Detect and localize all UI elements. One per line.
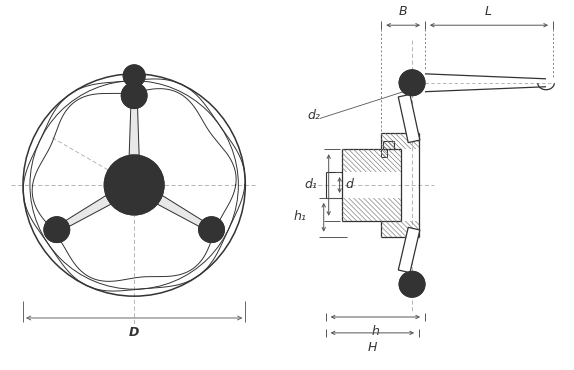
Text: d₁: d₁ xyxy=(305,178,318,192)
Circle shape xyxy=(123,65,145,87)
Polygon shape xyxy=(129,96,139,155)
Text: h₁: h₁ xyxy=(294,210,307,223)
Text: L: L xyxy=(485,5,492,18)
Circle shape xyxy=(121,83,147,108)
Circle shape xyxy=(399,70,425,96)
Text: d₂: d₂ xyxy=(308,109,321,122)
Circle shape xyxy=(104,155,164,215)
Circle shape xyxy=(44,217,69,243)
Circle shape xyxy=(127,178,141,192)
Polygon shape xyxy=(55,196,111,232)
Text: h: h xyxy=(371,325,379,338)
Polygon shape xyxy=(157,196,213,232)
Circle shape xyxy=(199,217,224,243)
Polygon shape xyxy=(398,94,420,142)
Text: D: D xyxy=(129,326,139,339)
Text: H: H xyxy=(368,341,377,354)
Polygon shape xyxy=(398,227,420,273)
Text: d: d xyxy=(346,178,354,192)
Circle shape xyxy=(118,169,150,201)
Circle shape xyxy=(399,271,425,297)
Text: B: B xyxy=(399,5,408,18)
